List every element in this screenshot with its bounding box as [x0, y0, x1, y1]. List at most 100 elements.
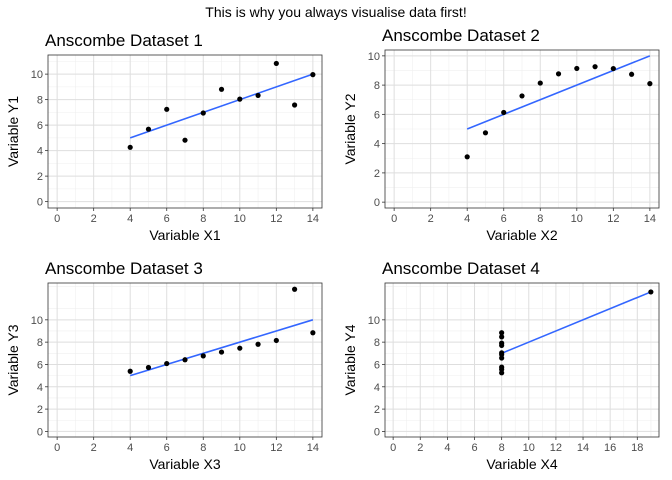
y-tick-label: 2 [37, 171, 43, 183]
y-tick-label: 10 [368, 51, 380, 63]
x-tick-label: 4 [127, 213, 133, 225]
x-tick-label: 18 [631, 442, 643, 454]
data-point [273, 60, 279, 67]
data-point [647, 81, 653, 87]
x-tick-label: 12 [607, 213, 619, 225]
x-tick-label: 6 [164, 442, 170, 454]
data-point [501, 109, 507, 116]
data-point [237, 345, 243, 351]
chart-panel-4: 0 2 4 6 8 10 12 14 16 18 0 2 4 6 8 10 Anscombe Dataset 4… [342, 259, 660, 472]
data-point [145, 126, 152, 132]
y-tick-label: 0 [374, 426, 380, 438]
y-tick-label: 10 [368, 315, 380, 327]
panel-title: Anscombe Dataset 2 [382, 26, 540, 45]
x-tick-label: 4 [464, 213, 470, 225]
x-tick-label: 0 [390, 442, 396, 454]
data-point [127, 144, 133, 150]
x-tick-label: 16 [604, 442, 616, 454]
regression-line [129, 319, 314, 377]
data-point [255, 341, 261, 347]
panel-title: Anscombe Dataset 4 [382, 259, 540, 278]
x-tick-label: 14 [307, 442, 319, 454]
y-tick-label: 0 [374, 197, 380, 209]
x-tick-label: 10 [234, 213, 246, 225]
x-tick-label: 4 [444, 442, 450, 454]
data-point [255, 92, 261, 99]
data-point [629, 71, 635, 77]
data-point [145, 364, 152, 371]
y-tick-label: 6 [374, 109, 380, 121]
chart-panel-1: 0 2 4 6 8 10 12 14 0 2 4 6 8 10 Anscombe Dataset 1 Vari… [5, 31, 323, 243]
data-point [574, 65, 580, 72]
x-tick-label: 2 [417, 442, 423, 454]
x-tick-label: 6 [471, 442, 477, 454]
data-point [499, 334, 505, 340]
y-tick-label: 2 [374, 168, 380, 180]
chart-panel-3: 0 2 4 6 8 10 12 14 0 2 4 6 8 10 Anscombe Dataset 3 Vari… [5, 259, 323, 472]
panel-title: Anscombe Dataset 1 [45, 31, 203, 50]
x-tick-label: 14 [644, 213, 656, 225]
panel-border [384, 282, 660, 438]
panel-border [47, 282, 323, 438]
x-tick-label: 14 [307, 213, 319, 225]
data-point [292, 102, 298, 108]
x-tick-label: 4 [127, 442, 133, 454]
data-point [310, 72, 316, 78]
y-tick-label: 8 [37, 337, 43, 349]
x-tick-label: 8 [499, 442, 505, 454]
y-tick-label: 4 [374, 382, 380, 394]
data-point [648, 289, 654, 295]
x-axis-label: Variable X2 [486, 227, 558, 243]
x-tick-label: 2 [428, 213, 434, 225]
data-point [519, 93, 525, 99]
data-point [310, 330, 316, 336]
data-point [182, 357, 188, 363]
x-tick-label: 8 [200, 213, 206, 225]
data-point [164, 106, 170, 112]
x-tick-label: 2 [91, 213, 97, 225]
data-point [499, 340, 505, 346]
data-point [164, 360, 170, 367]
data-point [237, 96, 243, 102]
x-tick-label: 0 [54, 213, 60, 225]
data-point [200, 353, 206, 359]
panel-border [384, 49, 660, 209]
y-tick-label: 2 [37, 404, 43, 416]
x-tick-label: 10 [234, 442, 246, 454]
y-tick-label: 2 [374, 404, 380, 416]
grid [48, 283, 322, 437]
x-tick-label: 6 [501, 213, 507, 225]
y-tick-label: 6 [37, 120, 43, 132]
y-tick-label: 0 [37, 426, 43, 438]
regression-line [466, 55, 651, 130]
x-axis-label: Variable X1 [149, 227, 221, 243]
y-tick-label: 8 [374, 80, 380, 92]
x-axis-label: Variable X3 [149, 456, 221, 472]
y-tick-label: 8 [37, 95, 43, 107]
x-tick-label: 12 [270, 213, 282, 225]
y-axis-label: Variable Y4 [342, 324, 358, 395]
y-tick-label: 4 [374, 139, 380, 151]
data-point [537, 80, 543, 86]
x-axis-label: Variable X4 [486, 456, 558, 472]
y-tick-label: 10 [31, 69, 43, 81]
y-tick-label: 6 [37, 359, 43, 371]
x-tick-label: 10 [571, 213, 583, 225]
data-point [218, 349, 225, 355]
y-tick-label: 4 [37, 146, 43, 158]
data-point [499, 366, 505, 372]
x-tick-label: 6 [164, 213, 170, 225]
panel-title: Anscombe Dataset 3 [45, 259, 203, 278]
x-tick-label: 2 [91, 442, 97, 454]
regression-line [501, 291, 652, 355]
data-point [182, 137, 188, 143]
data-point [499, 330, 505, 336]
data-point [482, 130, 489, 136]
data-point [555, 71, 562, 77]
data-point [592, 64, 598, 70]
y-tick-label: 10 [31, 315, 43, 327]
regression-line [129, 73, 314, 139]
grid [385, 283, 659, 437]
